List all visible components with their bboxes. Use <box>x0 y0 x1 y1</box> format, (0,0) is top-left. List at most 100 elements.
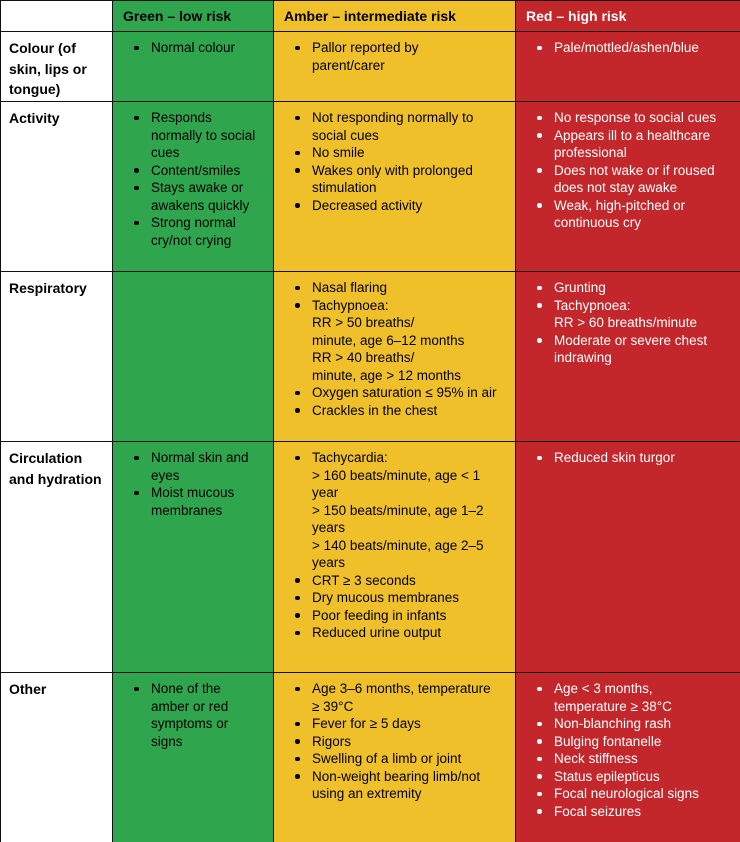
bullet-text: using an extremity <box>312 786 422 801</box>
bullet-item: Non-blanching rash <box>516 715 740 733</box>
bullet-text: No response to social cues <box>554 110 717 125</box>
bullet-item: Strong normal <box>113 214 273 232</box>
bullet-text: Age 3–6 months, temperature <box>312 681 491 696</box>
bullet-text: Crackles in the chest <box>312 402 438 418</box>
bullet-item: Nasal flaring <box>274 279 515 297</box>
amber-risk-cell: Nasal flaring Tachypnoea: RR > 50 breaths/… <box>273 271 516 442</box>
amber-risk-cell: Pallor reported by parent/carer <box>273 31 516 102</box>
bullet-item-continuation: awakens quickly <box>113 197 273 215</box>
bullet-item: Bulging fontanelle <box>516 733 740 751</box>
bullet-icon <box>295 595 300 601</box>
bullet-icon <box>537 774 542 779</box>
bullet-item: Tachycardia: <box>274 449 515 467</box>
bullet-item-continuation: stimulation <box>274 179 515 197</box>
bullet-text: Wakes only with prolonged <box>312 162 473 178</box>
bullet-text: > 140 beats/minute, age 2–5 <box>312 537 484 553</box>
bullet-item-continuation: year <box>274 484 515 502</box>
bullet-text: temperature ≥ 38°C <box>554 698 672 714</box>
bullet-text: CRT ≥ 3 seconds <box>312 572 416 588</box>
row-label: Respiratory <box>0 271 113 442</box>
bullet-text: > 150 beats/minute, age 1–2 <box>312 502 484 518</box>
bullet-item: Normal skin and <box>113 449 273 467</box>
bullet-item: Pale/mottled/ashen/blue <box>516 39 740 57</box>
row-label: Circulation and hydration <box>0 441 113 673</box>
bullet-text: RR > 60 breaths/minute <box>554 315 697 330</box>
bullet-text: None of the <box>151 681 221 696</box>
header-red-high-risk: Red – high risk <box>515 0 740 32</box>
bullet-item: Neck stiffness <box>516 750 740 768</box>
bullet-item: Pallor reported by <box>274 39 515 57</box>
bullet-text: Strong normal <box>151 215 236 230</box>
bullet-icon <box>295 285 300 291</box>
bullet-item: None of the <box>113 680 273 698</box>
bullet-text: continuous cry <box>554 215 642 230</box>
bullet-text: indrawing <box>554 350 612 365</box>
bullet-item: Responds <box>113 109 273 127</box>
bullet-text: > 160 beats/minute, age < 1 <box>312 467 481 483</box>
bullet-text: symptoms or <box>151 716 229 731</box>
bullet-item-continuation: minute, age 6–12 months <box>274 332 515 350</box>
bullet-item: No smile <box>274 144 515 162</box>
amber-risk-cell: Not responding normally to social cues No … <box>273 101 516 272</box>
bullet-text: Reduced skin turgor <box>554 450 675 465</box>
bullet-icon <box>537 115 542 121</box>
bullet-item: Reduced skin turgor <box>516 449 740 467</box>
bullet-text: minute, age 6–12 months <box>312 332 465 348</box>
red-risk-cell: Grunting Tachypnoea: RR > 60 breaths/minut… <box>515 271 740 442</box>
bullet-text: Normal skin and <box>151 450 249 465</box>
bullet-text: Tachypnoea: <box>312 297 389 313</box>
table-row: Colour (of skin, lips or tongue) Normal c… <box>0 31 740 102</box>
bullet-text: years <box>312 555 346 570</box>
bullet-icon <box>134 686 139 692</box>
bullet-icon <box>134 490 139 496</box>
bullet-text: cry/not crying <box>151 232 232 248</box>
bullet-text: Does not wake or if roused <box>554 162 715 178</box>
bullet-item-continuation: continuous cry <box>516 214 740 232</box>
bullet-icon <box>537 739 542 744</box>
bullet-text: cues <box>151 145 180 160</box>
bullet-text: minute, age > 12 months <box>312 367 461 383</box>
bullet-icon <box>537 203 542 208</box>
bullet-text: Rigors <box>312 733 352 749</box>
bullet-item-continuation: minute, age > 12 months <box>274 367 515 385</box>
header-amber-intermediate-risk: Amber – intermediate risk <box>273 0 516 32</box>
row-label: Colour (of skin, lips or tongue) <box>0 31 113 102</box>
bullet-icon <box>295 168 300 173</box>
bullet-text: stimulation <box>312 180 377 195</box>
bullet-text: Fever for ≥ 5 days <box>312 716 421 731</box>
bullet-text: Non-weight bearing limb/not <box>312 768 481 784</box>
bullet-text: year <box>312 485 339 500</box>
bullet-icon <box>134 455 139 461</box>
bullet-item-continuation: amber or red <box>113 698 273 716</box>
bullet-item: Appears ill to a healthcare <box>516 127 740 145</box>
bullet-icon <box>134 45 139 51</box>
bullet-icon <box>134 220 139 226</box>
bullet-item: Moderate or severe chest <box>516 332 740 350</box>
bullet-text: does not stay awake <box>554 180 678 195</box>
bullet-text: Appears ill to a healthcare <box>554 127 711 143</box>
bullet-text: Reduced urine output <box>312 625 442 640</box>
bullet-item-continuation: RR > 50 breaths/ <box>274 314 515 332</box>
table-row: Circulation and hydration Normal skin and… <box>0 441 740 673</box>
bullet-item: Oxygen saturation ≤ 95% in air <box>274 384 515 402</box>
bullet-item-continuation: normally to social <box>113 127 273 145</box>
bullet-text: Non-blanching rash <box>554 716 672 731</box>
bullet-item: Tachypnoea: <box>516 297 740 315</box>
table-row: Activity Responds normally to social cues Co… <box>0 101 740 272</box>
bullet-icon <box>537 168 542 173</box>
bullet-item-continuation: cry/not crying <box>113 232 273 250</box>
bullet-text: eyes <box>151 467 180 483</box>
bullet-text: Poor feeding in infants <box>312 607 447 623</box>
bullet-item-continuation: professional <box>516 144 740 162</box>
bullet-item-continuation: parent/carer <box>274 57 515 75</box>
row-label: Activity <box>0 101 113 272</box>
bullet-icon <box>537 809 542 814</box>
bullet-text: No smile <box>312 145 365 160</box>
bullet-text: parent/carer <box>312 57 385 73</box>
green-risk-cell: Normal skin and eyes Moist mucous membranes <box>112 441 274 673</box>
bullet-text: Normal colour <box>151 40 236 55</box>
bullet-item: Age 3–6 months, temperature <box>274 680 515 698</box>
bullet-item-continuation: does not stay awake <box>516 179 740 197</box>
table-row: Respiratory Nasal flaring Tachypnoea: RR > … <box>0 271 740 442</box>
bullet-text: Moist mucous <box>151 485 235 500</box>
